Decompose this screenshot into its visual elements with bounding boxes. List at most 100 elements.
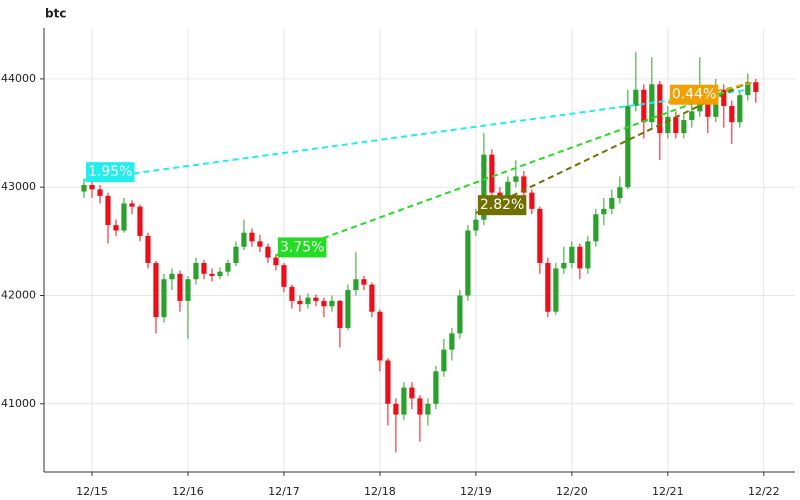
candle-body xyxy=(361,279,367,285)
annotation-label: 3.75% xyxy=(280,239,324,255)
candle-body xyxy=(569,246,575,263)
candle-body xyxy=(641,89,647,123)
trend-line xyxy=(275,82,749,257)
candle-body xyxy=(209,273,215,276)
candle-body xyxy=(513,176,519,182)
y-tick-label: 42000 xyxy=(1,288,36,301)
candle-body xyxy=(457,295,463,334)
candle-body xyxy=(521,176,527,193)
candle-body xyxy=(745,82,751,96)
y-tick-label: 41000 xyxy=(1,397,36,410)
candle-body xyxy=(617,187,623,199)
candle-body xyxy=(161,279,167,318)
candle-body xyxy=(377,311,383,361)
candle-body xyxy=(625,105,631,188)
candle-body xyxy=(289,286,295,301)
candle-body xyxy=(369,284,375,312)
annotation-box xyxy=(277,237,327,258)
candle-body xyxy=(273,257,279,266)
candle-body xyxy=(305,297,311,305)
candle-body xyxy=(353,279,359,291)
candle-body xyxy=(657,84,663,134)
candle-body xyxy=(345,290,351,328)
candle-body xyxy=(673,116,679,134)
candle-body xyxy=(225,262,231,272)
candle-body xyxy=(177,273,183,301)
candle-body xyxy=(529,192,535,209)
candle-body xyxy=(753,82,759,92)
candle-body xyxy=(609,198,615,209)
candle-body xyxy=(481,154,487,220)
candle-body xyxy=(313,297,319,301)
candle-body xyxy=(105,195,111,226)
candle-body xyxy=(633,89,639,106)
candle-body xyxy=(249,232,255,242)
candle-body xyxy=(537,208,543,263)
candle-body xyxy=(257,241,263,247)
candle-body xyxy=(601,208,607,215)
x-tick-label: 12/15 xyxy=(76,485,108,498)
candle-body xyxy=(449,333,455,350)
candle-body xyxy=(553,268,559,312)
candle-body xyxy=(193,262,199,280)
candle-body xyxy=(681,120,687,134)
x-tick-label: 12/17 xyxy=(268,485,300,498)
candle-body xyxy=(169,273,175,280)
candle-body xyxy=(385,360,391,404)
candle-body xyxy=(401,387,407,415)
x-tick-label: 12/22 xyxy=(748,485,780,498)
annotation-box xyxy=(669,84,719,105)
candle-body xyxy=(697,100,703,112)
x-tick-label: 12/18 xyxy=(364,485,396,498)
candle-body xyxy=(329,300,335,307)
candle-body xyxy=(593,214,599,242)
y-tick-label: 43000 xyxy=(1,180,36,193)
candle-body xyxy=(89,185,95,190)
x-tick-label: 12/21 xyxy=(652,485,684,498)
candle-body xyxy=(129,203,135,207)
candle-body xyxy=(265,246,271,258)
candle-body xyxy=(705,100,711,117)
candle-body xyxy=(577,246,583,269)
annotation-label: 1.95% xyxy=(88,164,132,180)
candle-body xyxy=(585,241,591,269)
candle-body xyxy=(505,181,511,199)
annotation-label: 0.44% xyxy=(672,87,716,103)
candle-body xyxy=(433,371,439,404)
candle-body xyxy=(297,300,303,305)
candle-body xyxy=(737,95,743,123)
candle-body xyxy=(185,279,191,301)
candle-body xyxy=(145,235,151,263)
y-tick-label: 44000 xyxy=(1,72,36,85)
candle-body xyxy=(465,230,471,296)
candle-body xyxy=(689,111,695,121)
candle-body xyxy=(217,271,223,276)
candle-body xyxy=(321,300,327,307)
trend-line xyxy=(83,88,748,182)
x-tick-label: 12/20 xyxy=(556,485,588,498)
candle-body xyxy=(425,403,431,415)
candle-body xyxy=(153,262,159,318)
candle-body xyxy=(81,185,87,192)
candle-body xyxy=(201,262,207,274)
candle-body xyxy=(489,154,495,193)
chart-title: btc xyxy=(45,7,66,21)
candle-body xyxy=(281,265,287,287)
candle-body xyxy=(113,225,119,231)
candle-body xyxy=(97,189,103,196)
candle-body xyxy=(337,300,343,328)
candle-body xyxy=(441,349,447,372)
candle-body xyxy=(417,398,423,415)
x-tick-label: 12/19 xyxy=(460,485,492,498)
candle-body xyxy=(121,203,127,231)
x-tick-label: 12/16 xyxy=(172,485,204,498)
candle-body xyxy=(473,219,479,231)
candle-body xyxy=(721,89,727,106)
annotation-box xyxy=(85,162,135,183)
candle-body xyxy=(561,262,567,269)
annotation-box xyxy=(477,195,527,216)
candle-body xyxy=(241,232,247,247)
candle-body xyxy=(545,262,551,312)
candle-body xyxy=(665,116,671,134)
